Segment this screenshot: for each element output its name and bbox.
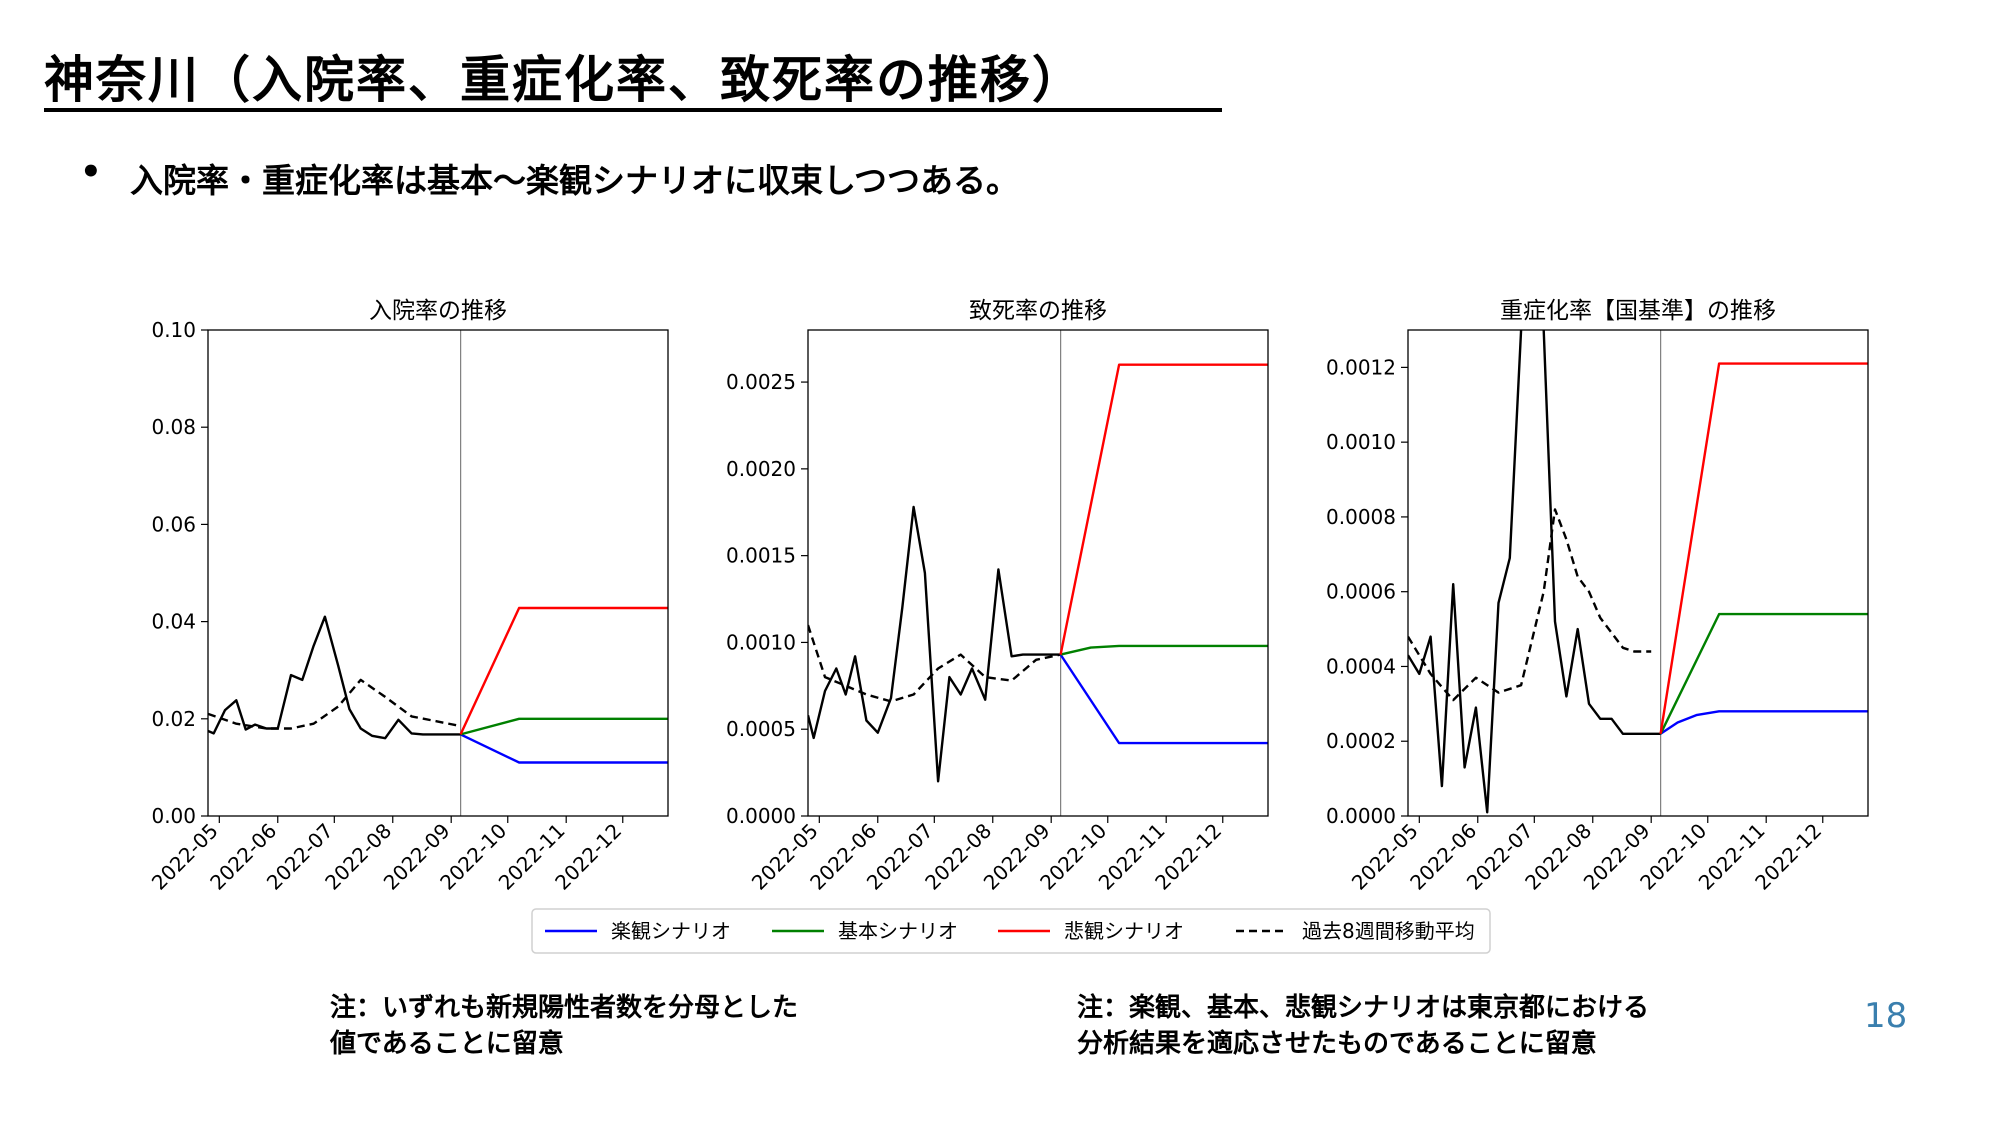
y-tick-label: 0.0000: [726, 804, 796, 828]
title-underline: [44, 108, 1222, 112]
note-right: 注：楽観、基本、悲観シナリオは東京都における 分析結果を適応させたものであること…: [1077, 990, 1649, 1062]
slide-title: 神奈川（入院率、重症化率、致死率の推移）: [44, 51, 1084, 109]
series-scenario-line: [1659, 710, 1868, 735]
y-tick-label: 0.10: [151, 318, 196, 342]
series-scenario-line: [460, 733, 668, 764]
y-tick-label: 0.04: [151, 610, 196, 634]
y-tick-label: 0.0010: [726, 630, 796, 654]
series-scenario-line: [1659, 612, 1868, 735]
y-tick-label: 0.0006: [1326, 580, 1396, 604]
series-scenario-line: [460, 717, 668, 736]
legend-label: 楽観シナリオ: [611, 919, 731, 943]
chart-2-frame: [807, 329, 1269, 817]
series-observed-line: [808, 505, 1061, 783]
page-number: 18: [1864, 996, 1908, 1036]
y-tick-label: 0.02: [151, 707, 196, 731]
note-left: 注：いずれも新規陽性者数を分母とした 値であることに留意: [330, 990, 798, 1062]
series-scenario-line: [1059, 653, 1268, 745]
y-tick-label: 0.0004: [1326, 654, 1396, 678]
series-observed-line: [1408, 330, 1661, 814]
note-left-line-1: 注：いずれも新規陽性者数を分母とした: [330, 993, 799, 1023]
y-tick-label: 0.0002: [1326, 729, 1396, 753]
y-tick-label: 0.0020: [726, 457, 796, 481]
bullet-marker: •: [80, 152, 102, 192]
y-tick-label: 0.0008: [1326, 505, 1396, 529]
series-scenario-line: [1659, 362, 1868, 734]
series-observed-line: [208, 615, 461, 740]
series-moving_average-line: [808, 624, 1061, 703]
y-tick-label: 0.0010: [1326, 430, 1396, 454]
y-tick-label: 0.0025: [726, 370, 796, 394]
y-tick-label: 0.0015: [726, 544, 796, 568]
series-moving_average-line: [1408, 508, 1652, 702]
y-tick-label: 0.0005: [726, 717, 796, 741]
note-right-line-1: 注：楽観、基本、悲観シナリオは東京都における: [1077, 993, 1650, 1023]
chart-3-frame: [1407, 329, 1869, 817]
chart-1-title: 入院率の推移: [369, 298, 507, 324]
y-tick-label: 0.08: [151, 415, 196, 439]
legend-label: 基本シナリオ: [838, 919, 958, 943]
series-scenario-line: [1059, 363, 1268, 655]
y-tick-label: 0.00: [151, 804, 196, 828]
legend-label: 過去8週間移動平均: [1302, 919, 1475, 943]
note-left-line-2: 値であることに留意: [330, 1029, 564, 1059]
chart-1-frame: [207, 329, 669, 817]
series-scenario-line: [1060, 644, 1268, 656]
chart-3-title: 重症化率【国基準】の推移: [1500, 298, 1776, 324]
y-tick-label: 0.06: [151, 512, 196, 536]
legend-label: 悲観シナリオ: [1064, 919, 1184, 943]
y-tick-label: 0.0000: [1326, 804, 1396, 828]
chart-2-title: 致死率の推移: [969, 298, 1107, 324]
series-moving_average-line: [208, 678, 461, 730]
series-scenario-line: [459, 606, 668, 735]
y-tick-label: 0.0012: [1326, 355, 1396, 379]
note-right-line-2: 分析結果を適応させたものであることに留意: [1077, 1029, 1597, 1059]
summary-bullet: 入院率・重症化率は基本～楽観シナリオに収束しつつある。: [130, 161, 1020, 200]
